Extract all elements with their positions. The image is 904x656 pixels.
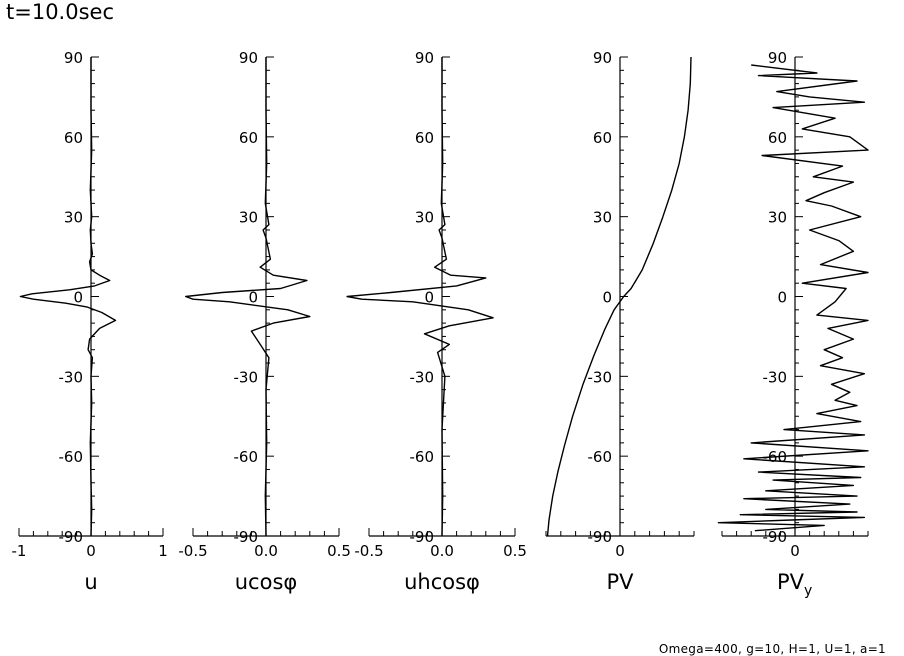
x-tick-label: -0.5	[178, 542, 207, 560]
y-tick-label: -30	[588, 368, 613, 386]
y-tick-label: 30	[768, 209, 787, 227]
x-tick-label: 0.0	[254, 542, 278, 560]
y-tick-label: -90	[59, 528, 84, 546]
y-tick-label: 90	[768, 49, 787, 67]
y-tick-label: 0	[424, 289, 434, 307]
series-line	[346, 57, 494, 537]
y-tick-label: -30	[59, 368, 84, 386]
x-axis-label: PV	[606, 570, 634, 594]
series-line	[184, 57, 311, 537]
x-axis-label: PV	[777, 570, 805, 594]
y-tick-label: 60	[64, 129, 83, 147]
x-tick-label: 0.5	[327, 542, 351, 560]
y-tick-label: -30	[763, 368, 788, 386]
x-tick-label: 0	[86, 542, 96, 560]
y-tick-label: -30	[234, 368, 259, 386]
y-tick-label: 60	[239, 129, 258, 147]
y-tick-label: 60	[593, 129, 612, 147]
x-tick-label: 1	[158, 542, 168, 560]
series-line	[546, 56, 692, 537]
series-line	[717, 64, 869, 532]
y-tick-label: -60	[59, 448, 84, 466]
y-tick-label: -30	[410, 368, 435, 386]
y-tick-label: 0	[777, 289, 787, 307]
y-tick-label: 30	[415, 209, 434, 227]
x-tick-label: 0	[615, 542, 625, 560]
y-tick-label: -60	[234, 448, 259, 466]
x-axis-label: ucosφ	[235, 570, 298, 594]
plot-title: t=10.0sec	[6, 0, 114, 24]
y-tick-label: -60	[410, 448, 435, 466]
y-tick-label: -90	[588, 528, 613, 546]
y-tick-label: 0	[602, 289, 612, 307]
x-tick-label: 0.0	[430, 542, 454, 560]
x-tick-label: -0.5	[354, 542, 383, 560]
series-line	[19, 57, 117, 537]
y-tick-label: 60	[415, 129, 434, 147]
y-tick-label: 60	[768, 129, 787, 147]
x-axis-label-subscript: y	[804, 583, 812, 599]
x-axis-label: uhcosφ	[404, 570, 480, 594]
y-tick-label: 90	[593, 49, 612, 67]
y-tick-label: 0	[248, 289, 258, 307]
y-tick-label: 30	[64, 209, 83, 227]
x-tick-label: -1	[12, 542, 27, 560]
parameter-footer: Omega=400, g=10, H=1, U=1, a=1	[658, 642, 886, 656]
x-axis-label: u	[84, 570, 97, 594]
y-tick-label: -60	[588, 448, 613, 466]
y-tick-label: -90	[763, 528, 788, 546]
y-tick-label: 90	[64, 49, 83, 67]
y-tick-label: 90	[415, 49, 434, 67]
y-tick-label: 0	[73, 289, 83, 307]
y-tick-label: 90	[239, 49, 258, 67]
x-tick-label: 0.5	[503, 542, 527, 560]
y-tick-label: 30	[593, 209, 612, 227]
y-tick-label: 30	[239, 209, 258, 227]
x-tick-label: 0	[790, 542, 800, 560]
